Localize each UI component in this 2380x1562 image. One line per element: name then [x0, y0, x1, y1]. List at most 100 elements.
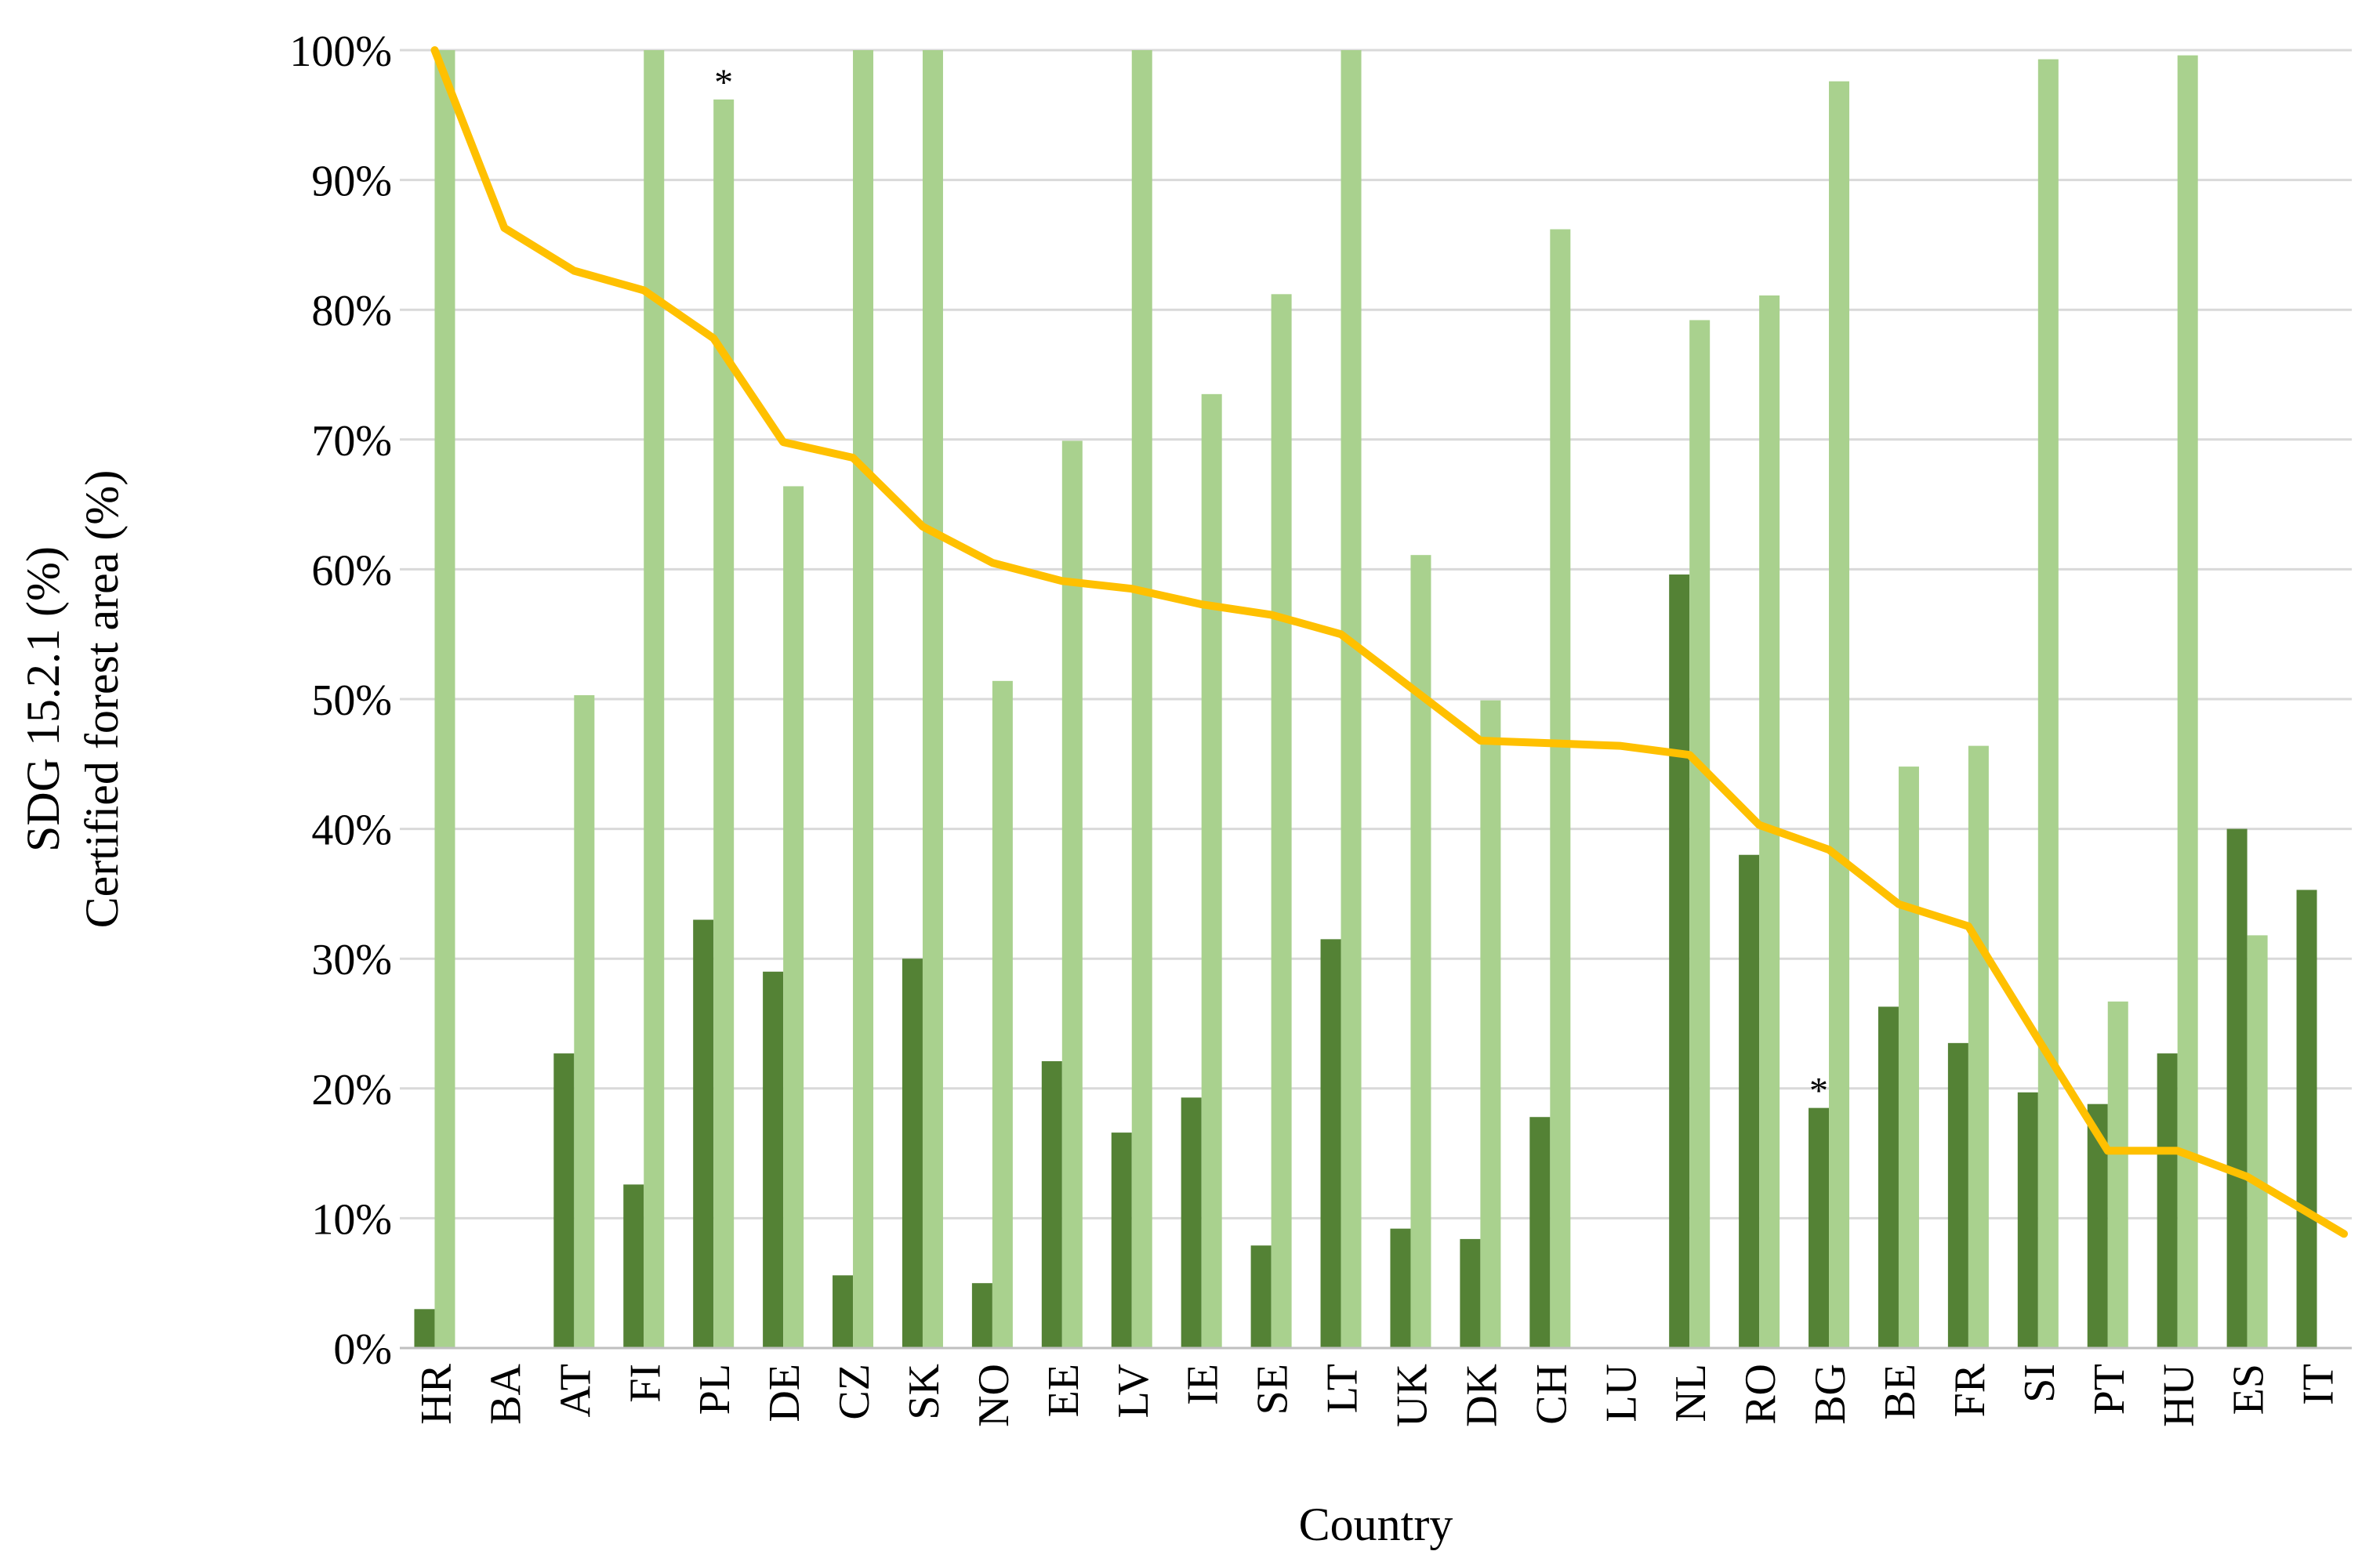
- x-tick-label: UK: [1388, 1364, 1436, 1427]
- line-series: [430, 46, 2348, 1238]
- bar-ES-0: [2226, 828, 2248, 1348]
- x-tick-label: BG: [1806, 1364, 1855, 1425]
- x-tick-label: SI: [2015, 1364, 2064, 1403]
- bar-IT-0: [2296, 890, 2317, 1348]
- bar-CH-1: [1550, 229, 1571, 1348]
- bar-PL-1: [713, 99, 735, 1349]
- bar-BE-1: [1898, 767, 1919, 1348]
- x-tick-label: PL: [691, 1364, 739, 1415]
- bar-FR-0: [1947, 1042, 1968, 1348]
- bar-SI-1: [2037, 59, 2059, 1348]
- bar-DE-1: [783, 486, 804, 1348]
- bar-FR-1: [1968, 745, 1989, 1348]
- x-tick-label: FI: [621, 1364, 669, 1403]
- bar-LT-1: [1341, 50, 1362, 1348]
- bar-BG-0: [1809, 1107, 1830, 1348]
- y-tick-label: 10%: [311, 1195, 392, 1244]
- gridlines: [400, 49, 2352, 1220]
- bar-PT-1: [2107, 1001, 2128, 1348]
- y-tick-label: 70%: [311, 417, 392, 466]
- bar-DE-0: [763, 971, 784, 1348]
- bar-EE-0: [1041, 1061, 1062, 1348]
- bar-IE-1: [1201, 393, 1222, 1349]
- bar-FI-0: [623, 1184, 644, 1348]
- y-tick-label: 60%: [311, 546, 392, 595]
- y-tick-label: 0%: [333, 1325, 392, 1374]
- bar-HR-0: [414, 1309, 435, 1348]
- x-tick-label: BE: [1876, 1364, 1925, 1420]
- x-axis-title: Country: [1299, 1499, 1453, 1550]
- x-tick-label: DK: [1457, 1364, 1506, 1427]
- bar-AT-1: [574, 695, 595, 1348]
- bar-NO-0: [971, 1283, 992, 1348]
- x-tick-label: NO: [970, 1364, 1018, 1427]
- x-tick-label: FR: [1946, 1363, 1994, 1417]
- y-tick-label: 50%: [311, 676, 392, 725]
- bar-DK-0: [1460, 1238, 1481, 1348]
- bar-CH-0: [1529, 1117, 1551, 1348]
- x-tick-label: HU: [2155, 1364, 2204, 1427]
- bar-IE-0: [1181, 1097, 1202, 1348]
- y-tick-label: 90%: [311, 158, 392, 206]
- x-tick-label: CH: [1527, 1364, 1576, 1425]
- bar-HU-1: [2177, 55, 2198, 1348]
- bar-NL-0: [1669, 574, 1690, 1348]
- x-tick-label: NL: [1667, 1364, 1715, 1422]
- bars: [414, 50, 2317, 1349]
- bar-HR-1: [434, 50, 455, 1348]
- x-tick-label: RO: [1736, 1364, 1785, 1425]
- bar-EE-1: [1061, 440, 1083, 1348]
- bar-UK-1: [1410, 555, 1431, 1348]
- x-tick-label: ES: [2225, 1364, 2273, 1415]
- bar-UK-0: [1390, 1228, 1411, 1348]
- x-tick-label: HR: [412, 1363, 460, 1424]
- bar-BG-1: [1829, 81, 1850, 1348]
- x-tick-label: SE: [1249, 1364, 1297, 1415]
- x-tick-label: EE: [1039, 1364, 1088, 1417]
- bar-LV-1: [1131, 50, 1152, 1348]
- x-tick-label: SK: [900, 1364, 949, 1420]
- bar-NO-1: [992, 680, 1013, 1348]
- bar-RO-0: [1739, 854, 1760, 1348]
- x-tick-label: CZ: [830, 1364, 879, 1420]
- x-axis-ticks: HR BA AT FI PL DE CZ SK NO EE LV IE SE LT UK DK CH LU NL RO…: [412, 1363, 2342, 1427]
- line-sdg: [430, 46, 2348, 1238]
- x-tick-label: AT: [551, 1364, 600, 1417]
- bar-NL-1: [1689, 320, 1711, 1348]
- y-tick-label: 80%: [311, 287, 392, 335]
- bar-SK-0: [902, 959, 923, 1348]
- bar-SK-1: [922, 50, 943, 1348]
- bar-ES-1: [2247, 935, 2268, 1348]
- annotation-BG: *: [1809, 1071, 1828, 1112]
- y-tick-label: 30%: [311, 936, 392, 984]
- bar-FI-1: [644, 50, 665, 1348]
- annotations: **: [714, 62, 1828, 1112]
- bar-LV-0: [1111, 1133, 1132, 1348]
- x-tick-label: DE: [760, 1364, 809, 1422]
- x-tick-label: IE: [1179, 1364, 1228, 1405]
- bar-SI-0: [2017, 1092, 2038, 1348]
- bar-LT-0: [1320, 939, 1341, 1348]
- bar-BE-0: [1878, 1006, 1899, 1348]
- x-tick-label: LU: [1597, 1364, 1645, 1422]
- bar-SE-1: [1271, 294, 1292, 1348]
- x-tick-label: PT: [2085, 1364, 2134, 1415]
- x-tick-label: IT: [2295, 1364, 2343, 1405]
- bar-AT-0: [553, 1053, 575, 1348]
- x-tick-label: BA: [481, 1363, 530, 1424]
- x-tick-label: LT: [1319, 1364, 1367, 1413]
- y-tick-label: 20%: [311, 1066, 392, 1114]
- y-axis-title-line2: Certified forest area (%): [76, 470, 128, 929]
- bar-SE-0: [1250, 1245, 1272, 1348]
- y-axis-title-line1: SDG 15.2.1 (%): [17, 546, 69, 852]
- bar-PL-0: [693, 919, 714, 1348]
- bar-HU-0: [2157, 1053, 2178, 1348]
- bar-CZ-1: [853, 50, 874, 1348]
- bar-RO-1: [1759, 295, 1780, 1348]
- y-axis-ticks: 0% 10% 20% 30% 40% 50% 60% 70% 80% 90% 100%: [289, 27, 392, 1374]
- y-tick-label: 40%: [311, 806, 392, 855]
- bar-CZ-0: [833, 1275, 854, 1348]
- y-tick-label: 100%: [289, 27, 392, 76]
- bar-DK-1: [1480, 700, 1501, 1348]
